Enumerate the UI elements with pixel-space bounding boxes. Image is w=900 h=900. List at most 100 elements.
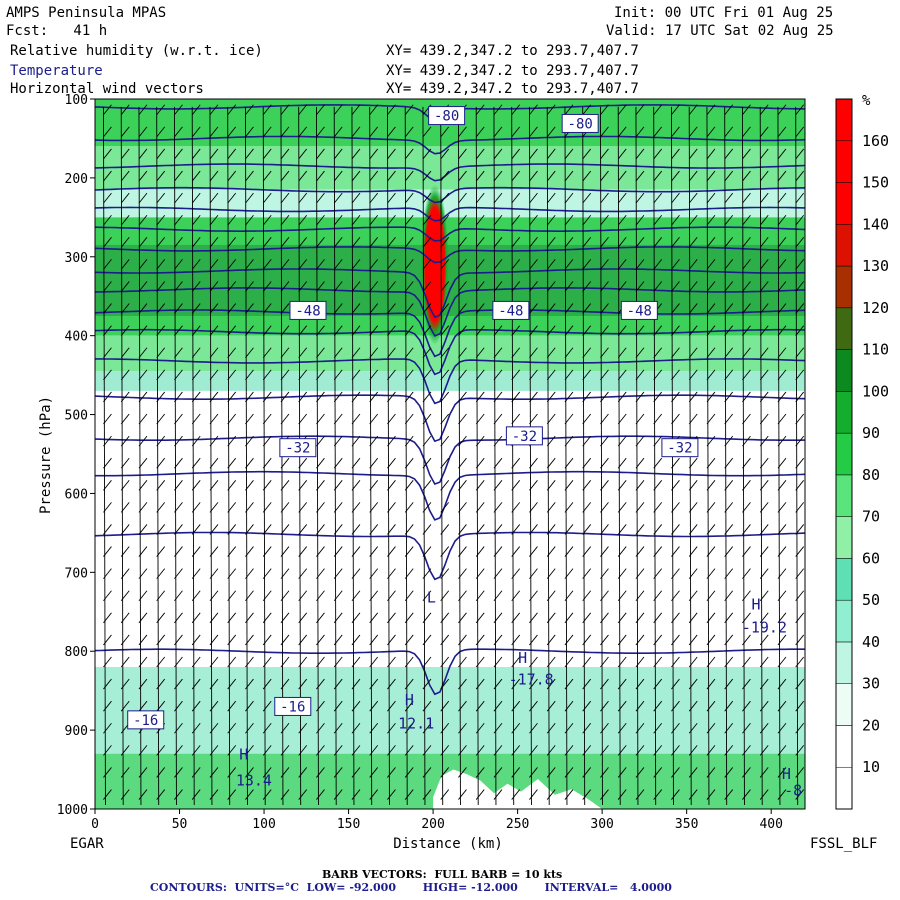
wind-barb-flag [351,524,361,535]
wind-barb-flag [635,104,645,116]
plot-area: -80 -80 -48 -48 -48 -32 -32 -32 -16 -16 H 13.4 H 12.1… [95,99,805,809]
wind-barb-flag [617,281,627,292]
wind-barb-flag [688,480,698,491]
wind-barb-flag [369,192,379,204]
wind-barb-flag [351,700,361,712]
wind-barb-flag [724,612,734,624]
wind-barb-flag [156,590,166,602]
wind-barb-flag [759,634,769,646]
wind-barb-flag [759,524,769,535]
wind-barb-flag [227,612,237,624]
wind-barb-flag [156,347,166,359]
wind-barb-flag [795,192,805,204]
wind-barb-flag [369,480,379,491]
wind-barb-flag [759,237,769,248]
wind-barb-flag [475,170,485,182]
wind-barb-flag [759,700,769,712]
wind-barb-flag [333,789,343,800]
y-tick-label: 400 [65,330,88,345]
wind-barb-flag [404,789,414,800]
wind-barb-flag [369,435,379,447]
wind-barb-flag [511,259,521,270]
extremum-label: H [518,649,527,667]
wind-barb-flag [245,745,254,756]
wind-barb-flag [120,325,130,336]
wind-barb-flag [759,568,769,579]
wind-barb-flag [369,745,379,756]
wind-barb-flag [795,745,805,756]
wind-barb-flag [138,590,148,602]
wind-barb-flag [617,214,627,226]
wind-barb-flag [475,237,485,248]
wind-barb-flag [724,745,734,756]
wind-barb-flag [227,170,237,182]
wind-barb-flag [103,745,112,756]
wind-barb-flag [688,259,698,270]
wind-barb-flag [280,722,290,734]
wind-barb-flag [120,192,130,204]
wind-barb-flag [777,590,787,602]
wind-barb-flag [280,656,290,668]
wind-barb-flag [529,126,538,138]
wind-barb-flag [245,303,254,314]
wind-barb-flag [103,259,112,270]
isotherm-line [95,648,805,696]
wind-barb-flag [209,391,219,403]
wind-barb-flag [777,126,787,138]
wind-barb-flag [422,148,432,160]
wind-barb-flag [316,391,325,403]
wind-barb-flag [333,303,343,314]
wind-barb-flag [245,126,254,138]
wind-barb-flag [156,745,166,756]
wind-barb-flag [191,767,201,778]
wind-barb-flag [759,546,769,557]
wind-barb-flag [600,413,609,425]
wind-barb-flag [564,281,574,292]
wind-barb-flag [529,281,538,292]
wind-barb-flag [511,457,521,469]
wind-barb-flag [795,325,805,336]
wind-barb-flag [529,259,538,270]
wind-barb-flag [227,524,237,535]
wind-barb-flag [564,148,574,160]
wind-barb-flag [600,546,609,557]
wind-barb-flag [777,767,787,778]
wind-barb-flag [404,502,414,513]
wind-barb-flag [387,745,396,756]
wind-barb-flag [351,413,361,425]
wind-barb-flag [742,546,751,557]
wind-barb-flag [440,480,450,491]
wind-barb-flag [458,303,467,314]
wind-barb-flag [688,568,698,579]
wind-barb-flag [546,789,556,800]
wind-barb-flag [493,347,503,359]
wind-barb-flag [120,745,130,756]
wind-barb-flag [475,413,485,425]
wind-barb-flag [245,457,254,469]
wind-barb-flag [174,413,183,425]
wind-barb-flag [582,612,592,624]
wind-barb-flag [369,767,379,778]
wind-barb-flag [475,546,485,557]
rh-band-lower [95,335,805,372]
wind-barb-flag [742,789,751,800]
wind-barb-flag [493,568,503,579]
wind-barb-flag [475,722,485,734]
wind-barb-flag [671,678,680,690]
wind-barb-flag [795,524,805,535]
wind-barb-staff [529,106,532,806]
wind-barb-flag [546,347,556,359]
wind-barb-flag [227,700,237,712]
wind-barb-flag [440,457,450,469]
wind-barb-flag [458,369,467,381]
wind-barb-flag [475,590,485,602]
wind-barb-flag [511,634,521,646]
wind-barb-flag [351,281,361,292]
wind-barb-flag [245,612,254,624]
wind-barb-flag [546,502,556,513]
wind-barb-flag [600,281,609,292]
wind-barb-flag [724,656,734,668]
wind-barb-flag [174,347,183,359]
wind-barb-flag [582,590,592,602]
wind-barb-flag [653,148,663,160]
